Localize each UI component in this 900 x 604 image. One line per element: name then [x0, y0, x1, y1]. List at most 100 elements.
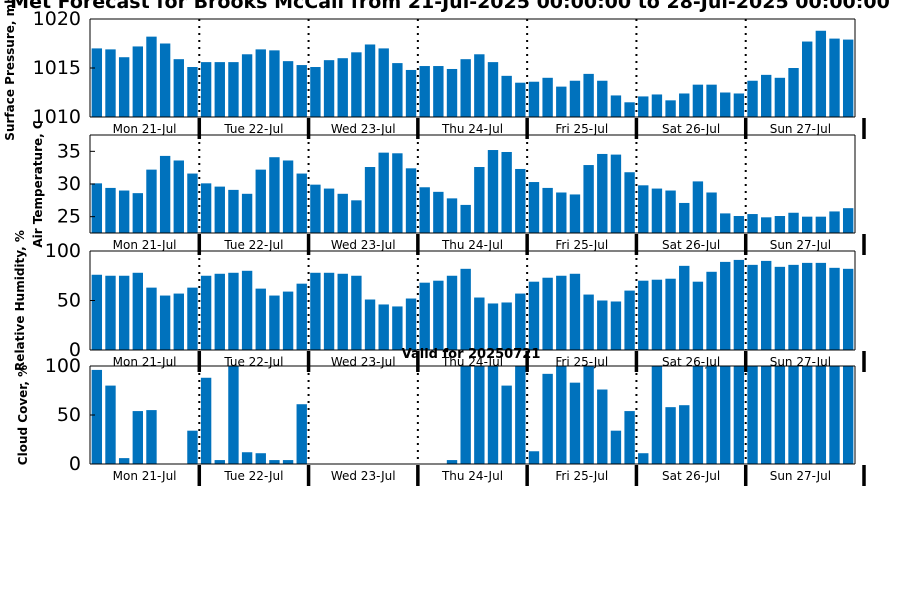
bar: [842, 208, 854, 233]
bar: [501, 302, 512, 350]
bar: [528, 281, 540, 350]
bar: [91, 183, 103, 233]
valid-date-label: Valid for 20250721: [402, 347, 541, 362]
bar: [569, 194, 581, 233]
bar: [241, 270, 253, 350]
day-label: Thu 24-Jul: [441, 122, 503, 136]
bar: [651, 188, 663, 233]
bar: [788, 264, 799, 350]
bar: [733, 366, 745, 464]
bar: [310, 184, 321, 233]
day-label: Wed 23-Jul: [331, 469, 396, 483]
bar: [706, 192, 717, 233]
bar: [337, 273, 348, 350]
bar: [378, 48, 389, 117]
day-label: Tue 22-Jul: [223, 469, 283, 483]
y-axis-label: Surface Pressure, mb: [3, 0, 17, 141]
bar: [146, 169, 157, 233]
bar: [187, 287, 198, 350]
bar: [433, 191, 444, 233]
bar: [651, 94, 663, 117]
bar: [842, 366, 854, 464]
day-label: Mon 21-Jul: [113, 355, 177, 369]
bar: [774, 77, 786, 117]
bar: [446, 198, 458, 233]
bar: [282, 291, 294, 350]
bar: [515, 168, 526, 233]
bar: [118, 458, 130, 464]
bar: [269, 460, 280, 464]
day-label: Sat 26-Jul: [662, 238, 720, 252]
day-label: Mon 21-Jul: [113, 238, 177, 252]
panel-4: 0 50 100 Mon 21-Jul Tue 22-Jul Wed 23-Jul Thu …: [16, 355, 866, 486]
bar: [761, 260, 772, 350]
bar: [597, 389, 608, 464]
bar: [118, 190, 130, 233]
bar: [351, 52, 362, 117]
bar: [624, 102, 635, 117]
day-label: Sat 26-Jul: [662, 469, 720, 483]
bar: [214, 273, 225, 350]
day-label: Mon 21-Jul: [113, 469, 177, 483]
bar: [829, 211, 840, 233]
bar: [446, 275, 458, 350]
bar: [378, 152, 389, 233]
bar: [720, 213, 731, 233]
bar: [200, 377, 212, 464]
bar: [815, 262, 827, 350]
bar: [351, 200, 362, 233]
bar: [91, 369, 103, 464]
bar: [460, 59, 471, 117]
bar: [624, 290, 635, 350]
bar: [815, 30, 827, 117]
bar: [651, 366, 663, 464]
bar: [419, 282, 430, 350]
bar: [528, 182, 540, 233]
bar: [255, 453, 266, 464]
bar: [802, 41, 813, 117]
bar: [159, 295, 171, 350]
bar: [542, 373, 553, 464]
y-tick-label: 0: [69, 453, 81, 475]
bar: [132, 46, 143, 117]
panel-2: 25 30 35 Mon 21-Jul Tue 22-Jul Wed 23-Jul Thu …: [31, 120, 866, 255]
bar: [146, 287, 157, 350]
bar: [173, 160, 184, 233]
bar: [214, 186, 225, 233]
bar: [679, 265, 690, 350]
bar: [679, 202, 690, 233]
bar: [487, 150, 499, 233]
day-label: Fri 25-Jul: [555, 122, 608, 136]
bar: [419, 187, 430, 233]
bar: [815, 366, 827, 464]
bar: [638, 185, 649, 233]
bar: [487, 366, 499, 464]
bar: [542, 187, 553, 233]
bar: [228, 62, 239, 117]
bar: [638, 280, 649, 350]
bar: [706, 271, 717, 350]
bar: [761, 217, 772, 233]
day-label: Wed 23-Jul: [331, 238, 396, 252]
bar: [597, 300, 608, 350]
bar: [651, 279, 663, 350]
bar: [378, 304, 389, 350]
y-tick-label: 50: [57, 404, 81, 426]
bar: [842, 268, 854, 350]
bar: [460, 204, 471, 233]
bar: [228, 366, 239, 464]
bar: [802, 366, 813, 464]
bar: [528, 451, 540, 464]
bar: [597, 80, 608, 117]
bar: [788, 212, 799, 233]
bar: [364, 44, 376, 118]
day-label: Fri 25-Jul: [555, 238, 608, 252]
bar: [747, 214, 758, 233]
bar: [91, 274, 103, 350]
bar: [173, 59, 184, 117]
bar: [556, 86, 567, 117]
y-tick-label: 35: [57, 140, 81, 162]
bar: [146, 36, 157, 117]
day-label: Sat 26-Jul: [662, 122, 720, 136]
